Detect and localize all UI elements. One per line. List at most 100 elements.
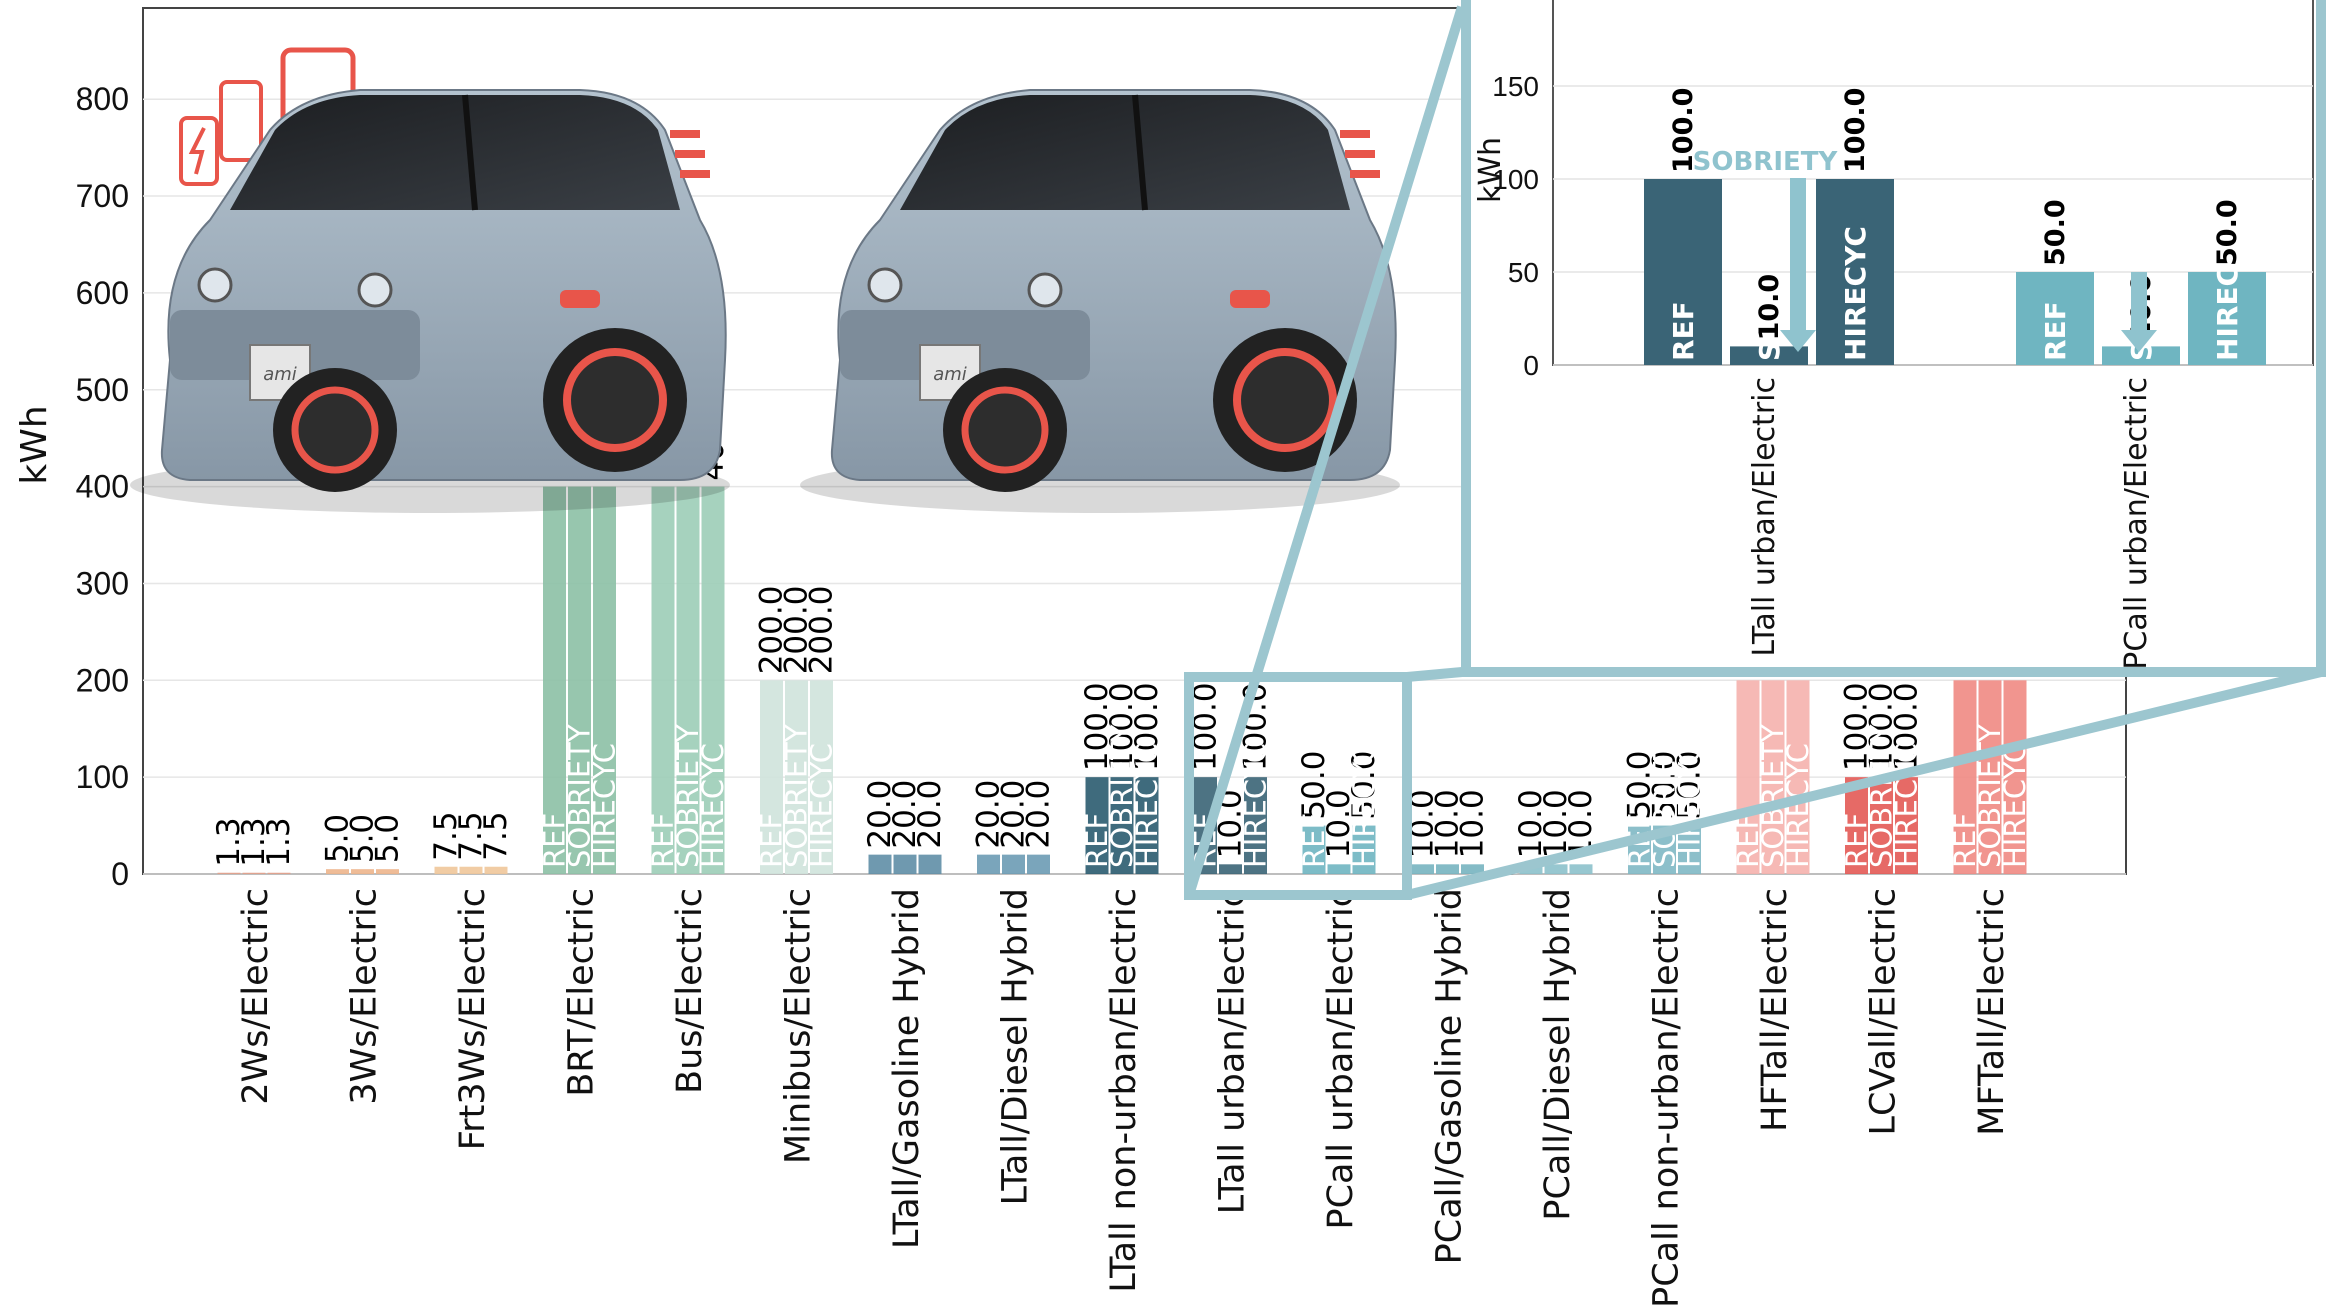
bar — [918, 854, 942, 874]
value-label: 7.5 — [428, 811, 464, 860]
bar-inner-label: REF — [1840, 813, 1874, 868]
x-tick-label: BRT/Electric — [562, 888, 602, 1097]
zoom-x-tick-label: PCall urban/Electric — [2119, 377, 2154, 670]
x-tick-label: Bus/Electric — [670, 888, 710, 1094]
zoom-bar-inner-label: REF — [2039, 301, 2072, 361]
value-label: 100.0 — [1839, 682, 1875, 771]
x-tick-label: 3Ws/Electric — [345, 888, 385, 1105]
zoom-y-tick-label: 50 — [1508, 257, 1539, 288]
bar — [1002, 854, 1025, 874]
value-label: 5.0 — [345, 814, 381, 863]
zoom-bar — [1730, 346, 1808, 365]
value-label: 50.0 — [1296, 751, 1332, 820]
x-tick-label: PCall urban/Electric — [1321, 888, 1361, 1229]
bar — [376, 869, 399, 874]
y-axis-label: kWh — [14, 405, 55, 484]
bar — [1219, 864, 1242, 874]
zoom-value-label: 10.0 — [1754, 274, 1785, 341]
x-tick-label: LTall urban/Electric — [1213, 888, 1253, 1214]
zoom-bar-inner-label: HIRECYC — [1839, 226, 1872, 361]
bar-inner-label: REF — [1297, 813, 1331, 868]
value-label: 50.0 — [1622, 751, 1658, 820]
value-label: 5.0 — [320, 814, 356, 863]
bar — [701, 486, 725, 874]
value-label: 10.0 — [1513, 789, 1549, 858]
zoom-bar-inner-label: REF — [1667, 301, 1700, 361]
x-tick-label: Frt3Ws/Electric — [453, 888, 493, 1150]
bar-inner-label: REF — [1948, 813, 1982, 868]
bar — [1895, 777, 1918, 874]
value-label: 50.0 — [1346, 751, 1382, 820]
zoom-y-tick-label: 100 — [1492, 164, 1539, 195]
bar — [1736, 680, 1760, 874]
bar-inner-label: SOBRIETY — [780, 724, 814, 868]
zoom-connector — [1184, 5, 2323, 900]
bar-inner-label: HIRECYC — [1673, 743, 1707, 868]
bar — [893, 854, 917, 874]
bar-inner-label: REF — [646, 813, 680, 868]
value-label: 100.0 — [1104, 682, 1140, 771]
bar-inner-label: HIRECYC — [1239, 743, 1273, 868]
value-label: 1.3 — [211, 817, 247, 866]
bar-inner-label: SOBRIETY — [563, 724, 597, 868]
bar — [1845, 777, 1868, 874]
bar — [785, 680, 808, 874]
x-tick-label: PCall/Diesel Hybrid — [1538, 888, 1578, 1221]
value-label: 7.5 — [478, 811, 514, 860]
x-tick-label: 2Ws/Electric — [236, 888, 276, 1105]
y-tick-label: 400 — [76, 469, 129, 505]
zoom-x-tick-label: LTall urban/Electric — [1747, 377, 1782, 657]
y-tick-label: 800 — [76, 81, 129, 117]
bar — [1302, 825, 1326, 874]
bar — [1461, 864, 1484, 874]
bar — [1027, 854, 1050, 874]
bar — [568, 486, 591, 874]
zoom-bar — [2102, 346, 2180, 365]
value-label: 20.0 — [887, 780, 923, 849]
bar — [1678, 825, 1701, 874]
bar — [1110, 777, 1134, 874]
bar — [1352, 825, 1376, 874]
bars: 1.31.31.35.05.05.07.57.57.540REF40SOBRIE… — [211, 441, 2032, 874]
bar — [593, 486, 616, 874]
bar — [1436, 864, 1459, 874]
bar — [2003, 680, 2027, 874]
x-tick-label: PCall/Gasoline Hybrid — [1430, 888, 1470, 1264]
zoom-bar — [2016, 272, 2094, 365]
zoom-value-label: 50.0 — [2040, 199, 2071, 266]
bar — [1569, 864, 1593, 874]
x-tick-label: LCVall/Electric — [1864, 888, 1904, 1136]
zoom-y-tick-label: 0 — [1523, 350, 1539, 381]
value-label: 20.0 — [862, 780, 898, 849]
zoom-bar-inner-label: HIREC — [2211, 266, 2244, 361]
value-label: 20.0 — [1021, 780, 1057, 849]
y-axis: 0 100 200 300 400 500 600 700 800 — [76, 81, 129, 892]
bar-inner-label: HIRECYC — [1890, 743, 1924, 868]
y-tick-label: 0 — [111, 856, 129, 892]
x-tick-label: LTall/Diesel Hybrid — [996, 888, 1036, 1205]
zoom-bar-inner-label: S — [1753, 341, 1786, 361]
bar-inner-label: SOBRIETY — [671, 724, 705, 868]
x-axis: 2Ws/Electric 3Ws/Electric Frt3Ws/Electric B… — [236, 888, 2012, 1308]
value-label: 10.0 — [1455, 789, 1491, 858]
bar — [676, 486, 700, 874]
bar — [1327, 864, 1351, 874]
bar-inner-label: SOBRIETY — [1648, 724, 1682, 868]
bar — [1135, 777, 1159, 874]
bar — [543, 486, 566, 874]
bar — [1953, 680, 1977, 874]
value-label: 200.0 — [804, 586, 840, 675]
bar — [1085, 777, 1109, 874]
value-label: 50.0 — [1672, 751, 1708, 820]
zoom-y-tick-label: 150 — [1492, 71, 1539, 102]
value-label: 20.0 — [996, 780, 1032, 849]
y-tick-label: 700 — [76, 178, 129, 214]
x-tick-label: LTall/Gasoline Hybrid — [887, 888, 927, 1249]
bar — [242, 872, 266, 874]
bar-inner-label: REF — [538, 813, 572, 868]
value-label: 100.0 — [1129, 682, 1165, 771]
sobriety-arrow — [1780, 178, 2157, 352]
value-label: 5.0 — [370, 814, 406, 863]
value-label: 10.0 — [1321, 789, 1357, 858]
bar — [1761, 680, 1785, 874]
